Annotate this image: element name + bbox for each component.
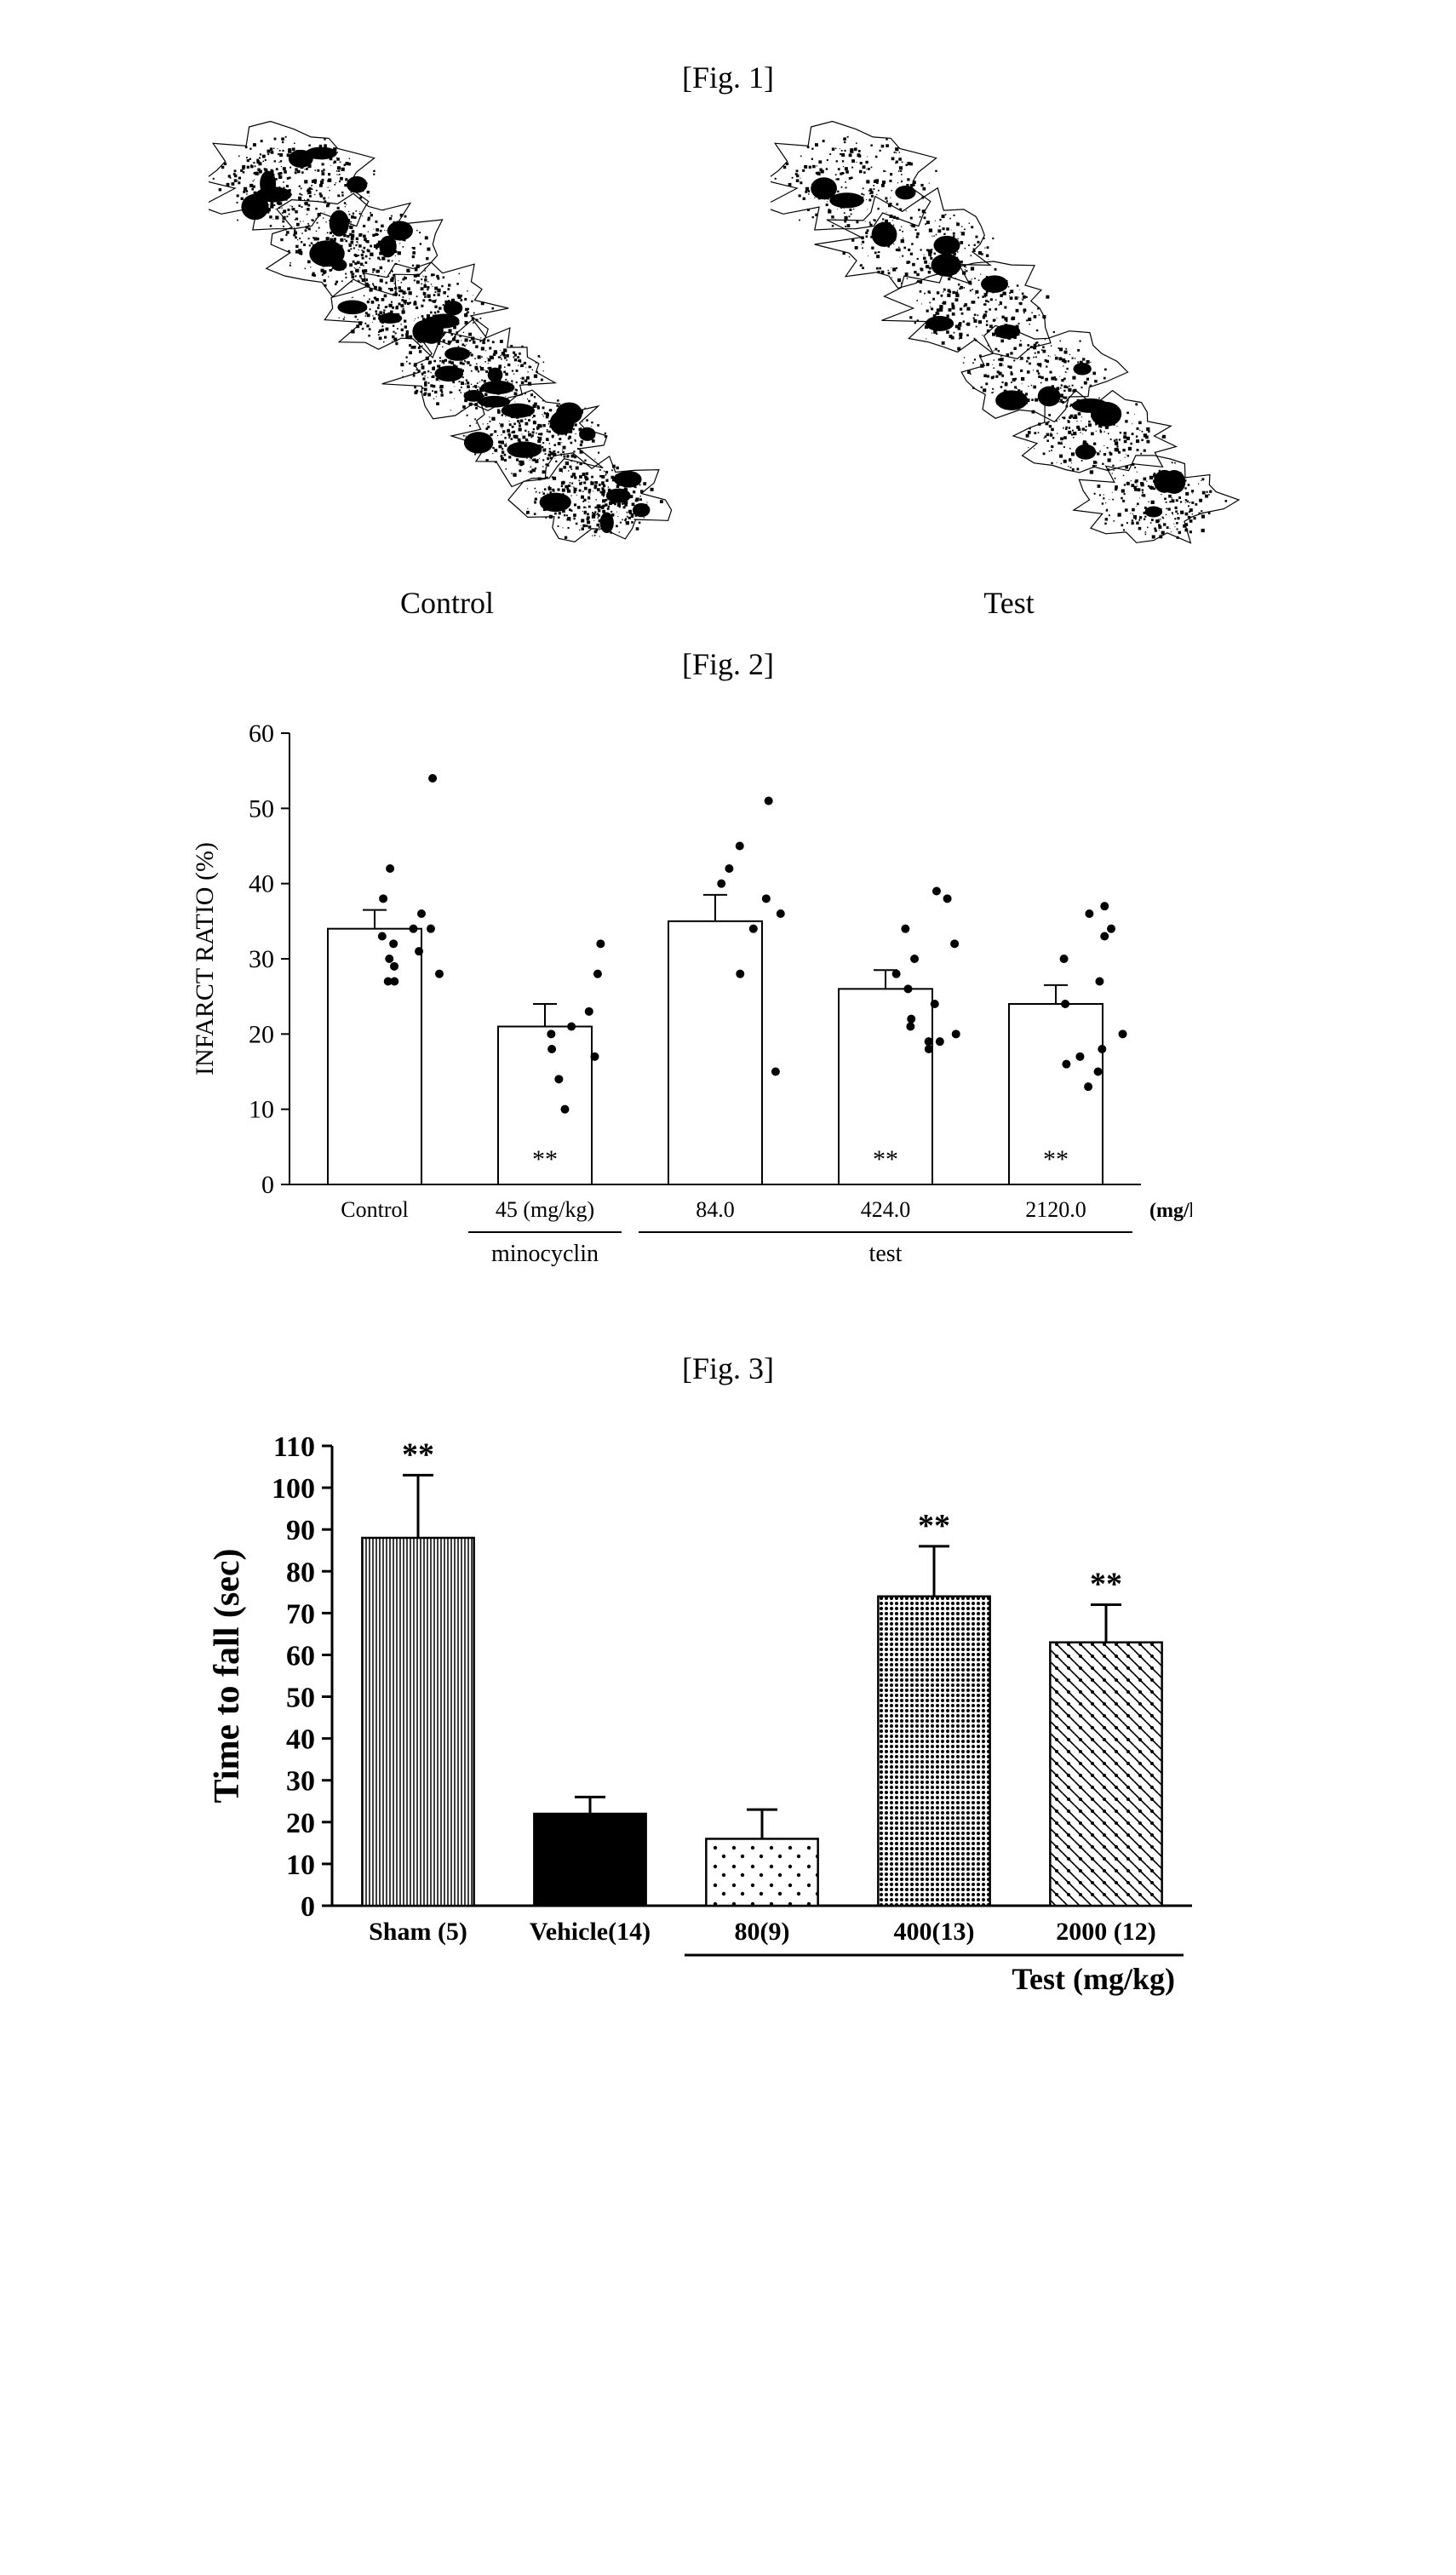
- svg-text:10: 10: [286, 1850, 315, 1881]
- svg-text:40: 40: [249, 870, 274, 898]
- svg-text:80: 80: [286, 1557, 315, 1588]
- svg-text:50: 50: [286, 1683, 315, 1714]
- svg-text:INFARCT RATIO (%): INFARCT RATIO (%): [191, 842, 219, 1075]
- brain-test-image: [771, 121, 1247, 564]
- svg-text:400(13): 400(13): [894, 1918, 975, 1946]
- svg-text:**: **: [1043, 1145, 1069, 1173]
- svg-text:**: **: [1090, 1567, 1122, 1603]
- svg-text:0: 0: [301, 1891, 315, 1923]
- svg-text:Vehicle(14): Vehicle(14): [530, 1918, 651, 1946]
- svg-text:minocyclin: minocyclin: [491, 1241, 599, 1267]
- fig1-panel-control: Control: [209, 121, 685, 621]
- svg-text:**: **: [532, 1145, 558, 1173]
- svg-text:Sham (5): Sham (5): [369, 1918, 467, 1946]
- fig1-container: Control Test: [68, 121, 1388, 621]
- fig3-container: 0 10 20 30 40 50 60 70 80 90 100 110 Time to fall (s…: [204, 1412, 1226, 2029]
- svg-text:40: 40: [286, 1724, 315, 1756]
- svg-text:Control: Control: [341, 1197, 408, 1222]
- svg-text:2120.0: 2120.0: [1025, 1197, 1086, 1222]
- svg-text:84.0: 84.0: [696, 1197, 735, 1222]
- svg-text:**: **: [918, 1508, 950, 1544]
- svg-text:30: 30: [249, 945, 274, 973]
- fig3-label: [Fig. 3]: [68, 1351, 1388, 1386]
- svg-text:10: 10: [249, 1096, 274, 1124]
- svg-text:60: 60: [286, 1640, 315, 1672]
- fig2-container: 0 10 20 30 40 50 60 INFARCT RATIO (%) Control ** 4…: [170, 708, 1192, 1325]
- svg-text:2000 (12): 2000 (12): [1056, 1918, 1155, 1946]
- svg-text:424.0: 424.0: [861, 1197, 911, 1222]
- brain-control-image: [209, 121, 685, 564]
- fig1-caption-control: Control: [209, 585, 685, 621]
- fig3-chart: 0 10 20 30 40 50 60 70 80 90 100 110 Time to fall (s…: [204, 1412, 1226, 2025]
- svg-text:30: 30: [286, 1766, 315, 1798]
- svg-text:100: 100: [272, 1473, 315, 1505]
- fig2-chart: 0 10 20 30 40 50 60 INFARCT RATIO (%) Control ** 4…: [170, 708, 1192, 1321]
- svg-text:20: 20: [249, 1020, 274, 1048]
- svg-text:**: **: [402, 1437, 434, 1472]
- fig1-label: [Fig. 1]: [68, 60, 1388, 95]
- svg-text:20: 20: [286, 1808, 315, 1839]
- svg-text:Test (mg/kg): Test (mg/kg): [1012, 1962, 1175, 1996]
- svg-text:**: **: [873, 1145, 898, 1173]
- fig1-panel-test: Test: [771, 121, 1247, 621]
- svg-text:Time to fall (sec): Time to fall (sec): [208, 1549, 247, 1804]
- svg-text:80(9): 80(9): [735, 1918, 790, 1946]
- svg-text:test: test: [869, 1241, 903, 1267]
- fig2-label: [Fig. 2]: [68, 646, 1388, 682]
- svg-text:(mg/kg): (mg/kg): [1149, 1200, 1192, 1222]
- svg-text:90: 90: [286, 1515, 315, 1546]
- svg-text:60: 60: [249, 720, 274, 748]
- svg-text:0: 0: [261, 1171, 274, 1199]
- svg-text:50: 50: [249, 794, 274, 823]
- svg-text:45 (mg/kg): 45 (mg/kg): [496, 1197, 594, 1222]
- svg-text:110: 110: [273, 1431, 315, 1463]
- fig1-caption-test: Test: [771, 585, 1247, 621]
- svg-text:70: 70: [286, 1598, 315, 1630]
